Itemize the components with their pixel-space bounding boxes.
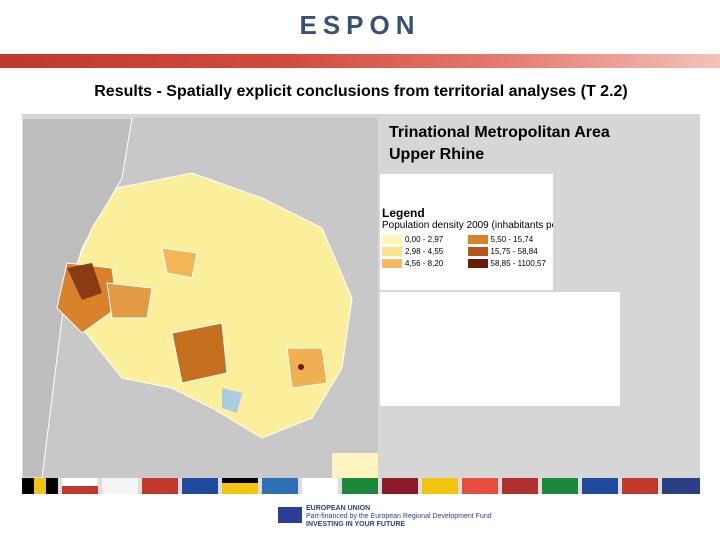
footer-line: INVESTING IN YOUR FUTURE [306,521,406,528]
map [22,118,378,478]
legend: Legend Population density 2009 (inhabita… [380,174,553,290]
slide-title: Results - Spatially explicit conclusions… [22,70,700,114]
legend-item: 4,56 - 8,20 [382,259,468,268]
panel-title-line: Upper Rhine [389,146,485,163]
legend-item: 58,85 - 1100,57 [467,259,554,268]
map-inset [380,292,620,406]
legend-swatch [382,247,402,256]
legend-label: 15,75 - 58,84 [490,247,538,256]
legend-swatch [467,259,488,268]
legend-items: 0,00 - 2,97 5,50 - 15,74 2,98 - 4,55 15,75 … [380,235,553,268]
legend-swatch [467,247,488,256]
region [106,282,153,319]
header-stripe [0,54,720,68]
legend-item: 0,00 - 2,97 [382,235,468,244]
flag-strip [22,478,700,494]
legend-item: 15,75 - 58,84 [467,247,554,256]
legend-item: 5,50 - 15,74 [467,235,554,244]
region [171,322,228,384]
flags [22,478,700,494]
legend-label: 4,56 - 8,20 [405,259,444,268]
city [298,364,304,370]
lake [222,388,242,413]
map-note [332,453,378,478]
legend-label: 5,50 - 15,74 [490,235,534,244]
region [67,263,102,300]
legend-item: 2,98 - 4,55 [382,247,468,256]
footer: EUROPEAN UNION Part-financed by the Euro… [306,505,492,529]
legend-label: 2,98 - 4,55 [405,247,444,256]
footer-line: EUROPEAN UNION [306,505,371,512]
legend-subtitle: Population density 2009 (inhabitants per… [382,220,553,231]
legend-swatch [467,235,488,244]
legend-label: 0,00 - 2,97 [405,235,444,244]
panel-title: Trinational Metropolitan Area Upper Rhin… [389,122,610,166]
region [286,347,328,389]
legend-swatch [382,235,402,244]
legend-swatch [382,259,402,268]
region [161,247,198,279]
panel-title-line: Trinational Metropolitan Area [389,124,610,141]
espon-logo: ESPON [299,10,421,40]
legend-label: 58,85 - 1100,57 [490,259,546,268]
legend-title: Legend [382,206,425,220]
footer-line: Part-financed by the European Regional D… [306,513,492,520]
eu-flag [278,507,302,523]
